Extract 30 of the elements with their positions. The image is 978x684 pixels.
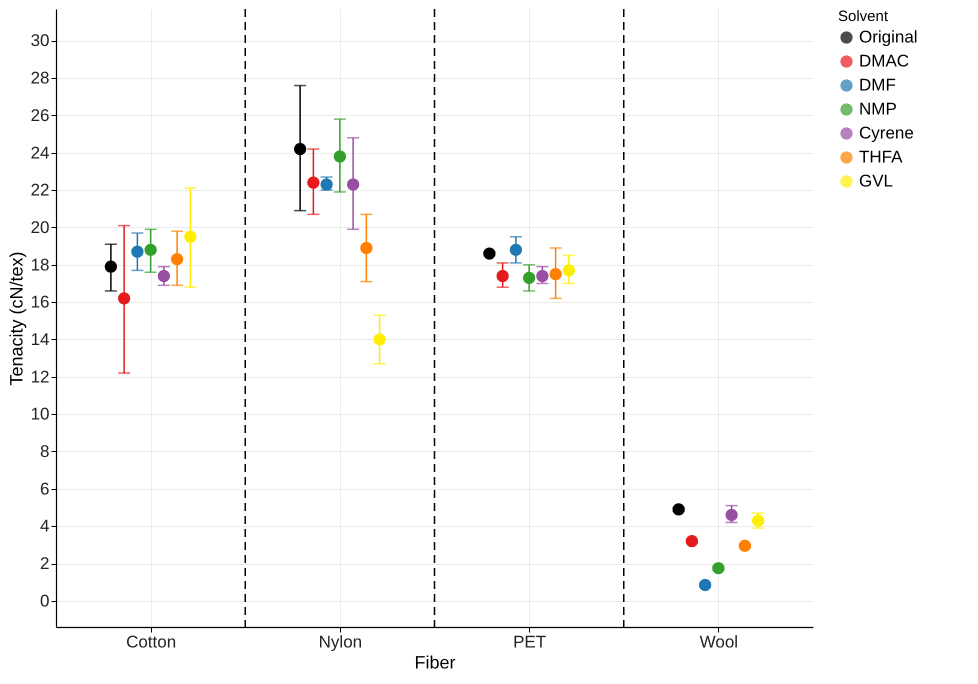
y-tick-label: 0 xyxy=(40,591,50,610)
x-tick-label: Wool xyxy=(700,632,738,652)
legend-title: Solvent xyxy=(838,8,889,25)
legend-label: NMP xyxy=(859,100,897,118)
y-tick-label: 2 xyxy=(40,554,50,574)
y-tick-label: 8 xyxy=(40,442,50,461)
y-tick-label: 4 xyxy=(40,516,50,536)
y-tick-label: 18 xyxy=(30,255,50,274)
x-axis-title: Fiber xyxy=(414,652,456,672)
y-tick-label: 10 xyxy=(30,404,50,424)
x-tick-label: Nylon xyxy=(318,632,362,652)
y-tick-label: 6 xyxy=(40,479,50,498)
legend-label: Original xyxy=(859,28,918,46)
y-tick-label: 24 xyxy=(30,143,50,162)
y-axis-title: Tenacity (cN/tex) xyxy=(6,251,27,386)
y-tick-label: 12 xyxy=(30,367,50,386)
legend-label: DMF xyxy=(859,76,896,94)
y-tick-label: 26 xyxy=(30,106,50,125)
y-tick-label: 30 xyxy=(30,31,50,50)
x-tick-label: PET xyxy=(513,632,546,652)
y-tick-label: 28 xyxy=(30,68,50,88)
y-tick-label: 16 xyxy=(30,292,50,312)
legend-label: Cyrene xyxy=(859,124,914,142)
x-tick-label: Cotton xyxy=(126,632,176,652)
legend-label: GVL xyxy=(859,172,894,190)
legend-label: DMAC xyxy=(859,52,910,70)
legend-label: THFA xyxy=(859,148,904,166)
y-tick-label: 20 xyxy=(30,218,50,237)
y-tick-label: 22 xyxy=(30,180,50,200)
y-tick-label: 14 xyxy=(30,330,50,349)
